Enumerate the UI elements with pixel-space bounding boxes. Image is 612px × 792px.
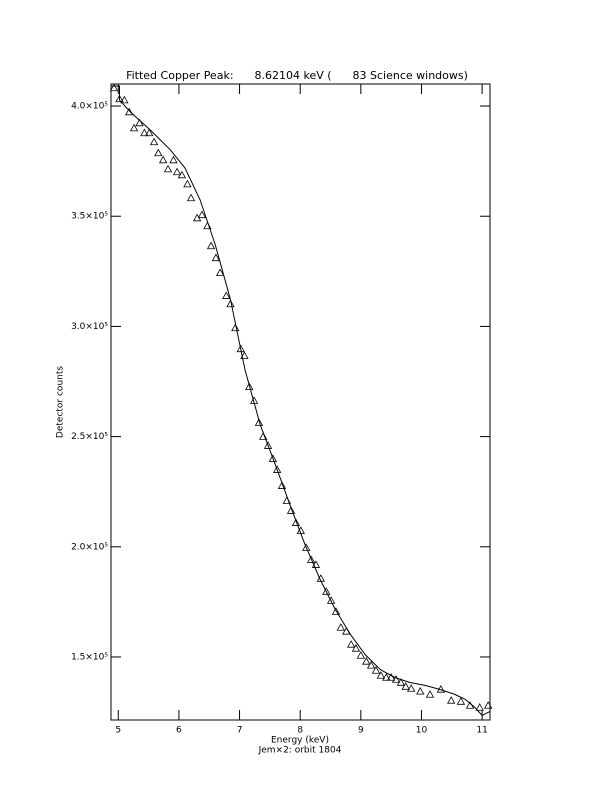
data-point: [401, 682, 410, 690]
data-point: [342, 627, 351, 635]
data-point: [322, 587, 331, 595]
y-tick-label: 3.0×10⁵: [71, 322, 108, 332]
data-point: [425, 690, 435, 698]
x-tick-label: 9: [358, 726, 364, 736]
data-point: [272, 465, 282, 473]
data-point: [215, 268, 225, 277]
data-point: [356, 651, 366, 659]
fit-line: [111, 85, 491, 717]
data-point: [154, 148, 163, 157]
data-point: [254, 418, 264, 426]
data-point: [286, 506, 296, 514]
y-tick-label: 4.0×10⁵: [71, 102, 108, 112]
x-tick-label: 6: [176, 726, 182, 736]
data-point: [436, 685, 446, 693]
data-point: [346, 640, 356, 648]
y-axis-label: Detector counts: [56, 366, 66, 438]
data-point: [236, 344, 245, 353]
data-point: [391, 675, 401, 683]
data-point: [226, 299, 235, 308]
data-point: [371, 666, 381, 674]
data-point: [249, 396, 259, 404]
data-point: [183, 179, 192, 188]
data-point: [259, 432, 268, 440]
data-point: [484, 701, 493, 709]
data-point: [386, 673, 396, 681]
data-point: [456, 697, 466, 705]
data-point: [169, 155, 178, 164]
data-point: [376, 671, 386, 679]
data-point: [140, 128, 149, 137]
data-point: [125, 107, 134, 116]
data-point: [326, 596, 336, 604]
data-point: [277, 481, 287, 489]
data-point: [362, 657, 371, 665]
data-point: [416, 687, 425, 695]
data-point: [382, 673, 391, 681]
data-point: [109, 83, 119, 92]
data-point: [245, 382, 254, 390]
data-point: [291, 518, 301, 526]
data-point: [206, 241, 216, 250]
data-point: [120, 95, 129, 104]
data-point: [129, 123, 139, 132]
data-point: [331, 607, 341, 615]
x-axis-label: Energy (keV): [271, 736, 329, 746]
data-point: [211, 253, 221, 262]
x-tick-label: 11: [476, 726, 487, 736]
y-tick-label: 1.5×10⁵: [71, 652, 108, 662]
data-point: [475, 703, 484, 711]
data-point: [306, 555, 316, 563]
data-point: [177, 170, 187, 179]
data-point: [197, 210, 207, 219]
x-tick-label: 7: [237, 726, 243, 736]
x-tick-label: 8: [297, 726, 303, 736]
data-point: [282, 496, 292, 504]
data-point: [186, 193, 196, 202]
data-point: [406, 684, 416, 692]
data-point: [172, 167, 182, 176]
data-point: [135, 118, 144, 127]
data-point: [296, 526, 305, 534]
data-point: [351, 644, 361, 652]
y-tick-label: 3.5×10⁵: [71, 212, 108, 222]
data-point: [366, 661, 376, 669]
data-point: [115, 94, 124, 103]
x-tick-label: 10: [416, 726, 428, 736]
data-point: [396, 678, 406, 686]
chart-title: Fitted Copper Peak: 8.62104 keV ( 83 Sci…: [126, 69, 468, 82]
x-tick-label: 5: [115, 726, 121, 736]
y-tick-label: 2.5×10⁵: [71, 432, 108, 442]
data-point: [302, 543, 311, 551]
data-point: [240, 351, 249, 359]
data-point: [231, 323, 240, 332]
data-point: [158, 155, 168, 164]
data-point: [163, 164, 173, 173]
data-point: [263, 441, 273, 449]
data-point: [465, 701, 475, 709]
data-point: [316, 574, 325, 582]
data-point: [145, 128, 154, 137]
data-point: [222, 291, 231, 299]
data-point: [203, 221, 212, 230]
data-point: [149, 137, 159, 146]
data-point: [447, 696, 456, 704]
data-point: [311, 560, 321, 568]
data-point: [336, 623, 346, 631]
subtitle: Jem×2: orbit 1804: [258, 746, 342, 756]
data-point: [268, 454, 278, 462]
y-tick-label: 2.0×10⁵: [71, 542, 108, 552]
